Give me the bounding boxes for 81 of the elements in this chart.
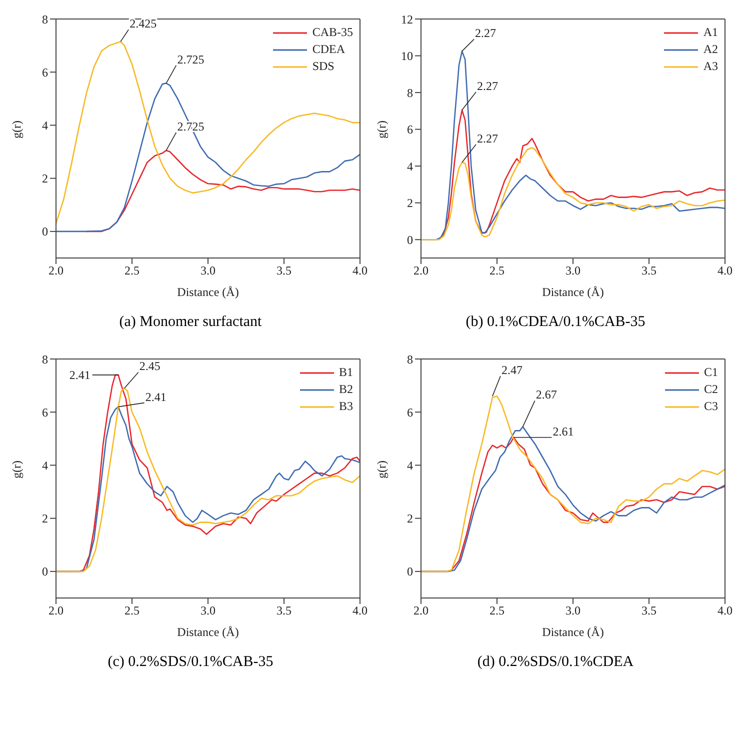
text: (c) 0.2%SDS/0.1%CAB-35	[106, 654, 274, 672]
x-tick-label: 4.0	[718, 264, 732, 278]
line-series	[438, 109, 725, 240]
y-tick-label: 10	[401, 49, 413, 64]
annotation: 2.27	[475, 26, 496, 40]
legend-label: B3	[338, 399, 353, 414]
x-axis-title: Distance (Å)	[542, 285, 604, 299]
annotation: 2.27	[477, 79, 498, 94]
x-tick-label: 3.5	[276, 604, 292, 618]
legend-label: C3	[704, 399, 718, 414]
x-axis-title: Distance (Å)	[177, 285, 239, 299]
x-tick-label: 2.5	[124, 264, 140, 278]
text: (d) 0.2%SDS/0.1%CDEA	[476, 654, 635, 672]
legend-label: C1	[704, 365, 718, 380]
legend-label: B2	[338, 382, 353, 397]
line-series	[56, 40, 360, 224]
annotation: 2.61	[552, 424, 574, 438]
x-tick-label: 2.0	[48, 604, 64, 618]
annotation: 2.45	[139, 359, 160, 374]
annotation: 2.41	[145, 390, 166, 404]
x-tick-label: 2.5	[490, 604, 504, 618]
y-tick-label: 2	[42, 512, 48, 526]
x-tick-label: 2.5	[124, 604, 140, 618]
line-series	[56, 82, 360, 232]
x-tick-label: 4.0	[718, 604, 732, 618]
y-tick-label: 0	[407, 564, 413, 579]
annotation: 2.47	[501, 363, 522, 378]
y-tick-label: 6	[42, 65, 48, 80]
y-tick-label: 2	[407, 512, 413, 526]
x-tick-label: 3.0	[200, 264, 216, 278]
x-tick-label: 4.0	[352, 604, 368, 618]
legend-label: CDEA	[312, 42, 345, 57]
y-axis-title: g(r)	[9, 460, 24, 478]
legend-label: SDS	[312, 59, 334, 74]
legend-label: A1	[703, 25, 718, 40]
y-tick-label: 0	[42, 224, 48, 239]
y-tick-label: 8	[42, 352, 48, 366]
y-tick-label: 2	[42, 172, 48, 186]
y-tick-label: 8	[407, 352, 413, 366]
x-tick-label: 4.0	[352, 264, 368, 278]
legend-label: B1	[338, 365, 353, 380]
x-tick-label: 3.5	[642, 604, 656, 618]
annotation: 2.425	[130, 16, 157, 31]
text: (b) 0.1%CDEA/0.1%CAB-35	[464, 314, 646, 332]
y-tick-label: 8	[42, 12, 48, 26]
y-tick-label: 4	[42, 118, 48, 132]
legend-label: A3	[703, 59, 718, 74]
x-tick-label: 3.0	[200, 604, 216, 618]
x-axis-title: Distance (Å)	[177, 625, 239, 639]
text: (a) Monomer surfactant	[118, 314, 263, 332]
y-tick-label: 6	[407, 405, 413, 420]
annotation: 2.725	[177, 52, 204, 66]
x-tick-label: 2.0	[48, 264, 64, 278]
annotation: 2.67	[536, 388, 557, 402]
x-axis-title: Distance (Å)	[542, 625, 604, 639]
x-tick-label: 3.5	[276, 264, 292, 278]
y-tick-label: 0	[407, 232, 413, 247]
y-tick-label: 6	[42, 405, 48, 420]
legend-label: CAB-35	[312, 25, 353, 40]
x-tick-label: 3.0	[566, 604, 580, 618]
y-tick-label: 4	[407, 159, 413, 174]
annotation: 2.41	[69, 368, 90, 382]
y-axis-title: g(r)	[9, 120, 24, 138]
y-axis-title: g(r)	[374, 460, 388, 478]
y-tick-label: 4	[42, 458, 48, 472]
x-tick-label: 3.5	[642, 264, 656, 278]
y-tick-label: 0	[42, 564, 48, 579]
annotation: 2.27	[477, 131, 498, 146]
legend-label: C2	[704, 382, 718, 397]
x-tick-label: 3.0	[566, 264, 580, 278]
y-tick-label: 12	[401, 12, 413, 26]
x-tick-label: 2.5	[490, 264, 504, 278]
y-axis-title: g(r)	[374, 120, 388, 138]
y-tick-label: 2	[407, 196, 413, 210]
y-tick-label: 8	[407, 86, 413, 100]
x-tick-label: 2.0	[414, 264, 428, 278]
legend-label: A2	[703, 42, 718, 57]
y-tick-label: 4	[407, 458, 413, 472]
y-tick-label: 6	[407, 122, 413, 137]
line-series	[421, 147, 725, 240]
x-tick-label: 2.0	[414, 604, 428, 618]
